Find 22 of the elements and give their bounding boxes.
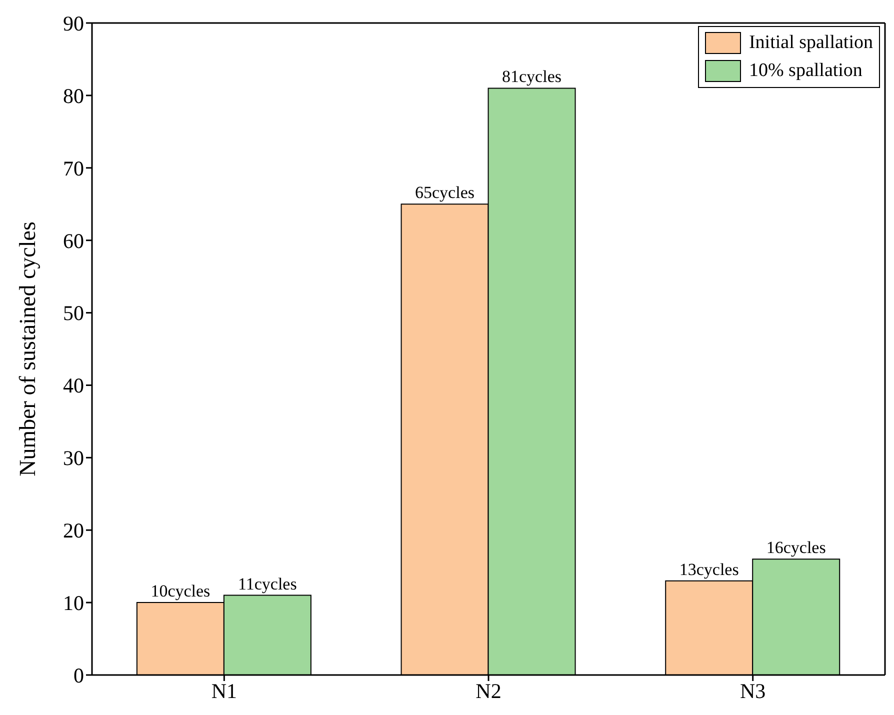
x-tick-label: N3 [740, 678, 766, 703]
y-tick-label: 30 [63, 446, 84, 470]
y-tick-label: 80 [63, 84, 84, 108]
y-tick-label: 60 [63, 228, 84, 253]
y-tick-label: 0 [74, 663, 84, 688]
data-label: 65cycles [415, 183, 475, 202]
y-tick-label: 20 [63, 518, 84, 543]
y-tick-label: 70 [63, 156, 84, 180]
x-tick-label: N1 [211, 678, 238, 703]
x-tick-label: N2 [476, 678, 502, 703]
y-tick-label: 10 [63, 591, 84, 616]
y-tick-label: 40 [63, 374, 84, 398]
y-axis-title: Number of sustained cycles [15, 222, 40, 476]
data-label: 81cycles [502, 67, 562, 86]
data-label: 16cycles [766, 538, 826, 558]
legend-label: Initial spallation [748, 32, 873, 54]
y-tick-label: 90 [63, 11, 84, 36]
data-label: 10cycles [150, 582, 210, 601]
legend-label: 10% spallation [748, 60, 862, 82]
data-label: 13cycles [679, 560, 739, 579]
data-label: 11cycles [238, 574, 297, 594]
y-tick-label: 50 [63, 301, 84, 326]
